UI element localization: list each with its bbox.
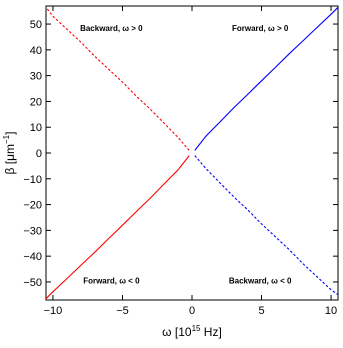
quadrant-annotation: Forward, ω > 0 [232,24,289,33]
quadrant-annotation: Forward, ω < 0 [83,277,140,286]
x-axis-label: ω [1015 Hz] [162,324,222,339]
annotation-layer: Backward, ω > 0 Forward, ω > 0 Forward, ω … [80,24,292,286]
x-tick-label: −5 [116,305,129,317]
x-tick-label: 0 [189,305,195,317]
y-tick-label: 40 [30,45,42,57]
y-tick-label: −20 [23,200,42,212]
y-tick-label: −30 [23,225,42,237]
series-line-3 [45,6,190,151]
y-tick-label: 20 [30,96,42,108]
x-tick-label: 10 [325,305,337,317]
series-layer [45,6,339,300]
y-tick-label: 0 [36,148,42,160]
quadrant-annotation: Backward, ω > 0 [80,24,143,33]
y-tick-label: −40 [23,251,42,263]
x-tick-label: −10 [44,305,63,317]
y-tick-label: 50 [30,19,42,31]
series-line-1 [194,155,339,296]
y-tick-label: −10 [23,174,42,186]
y-tick-label: 30 [30,71,42,83]
series-line-2 [45,155,190,300]
x-tick-label: 5 [258,305,264,317]
y-tick-label: 10 [30,122,42,134]
y-axis-label: β [μm−1] [2,132,17,175]
series-line-0 [194,6,339,151]
quadrant-annotation: Backward, ω < 0 [229,277,292,286]
y-tick-label: −50 [23,277,42,289]
plot-frame [45,5,339,301]
